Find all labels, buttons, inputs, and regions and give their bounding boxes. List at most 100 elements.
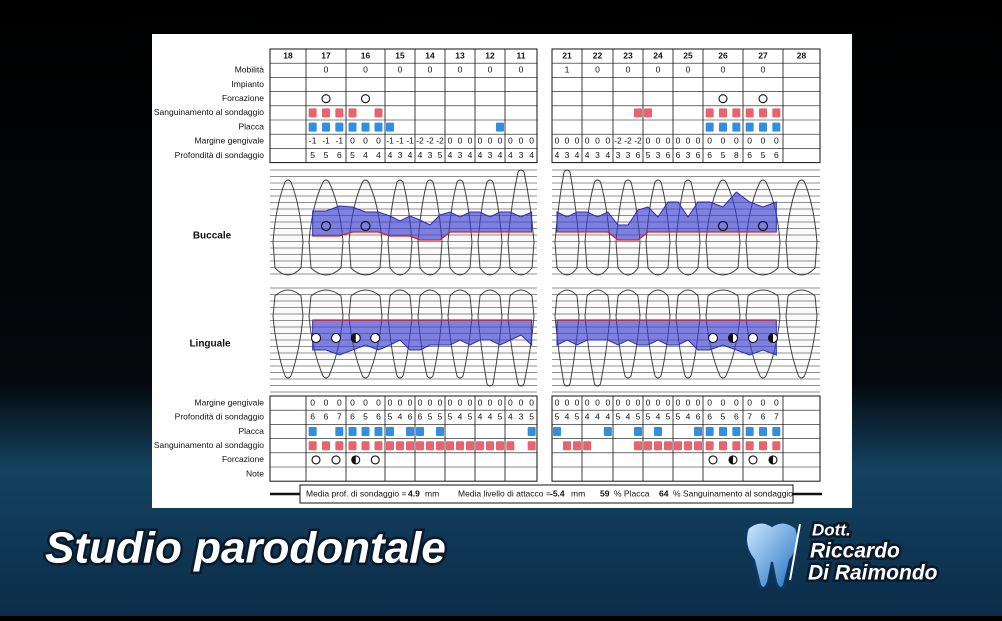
- site-value: 5: [646, 150, 651, 160]
- site-value: 0: [418, 397, 423, 407]
- site-value: 4: [458, 412, 463, 422]
- site-square: [416, 441, 424, 451]
- site-value: 0: [747, 397, 752, 407]
- site-square: [634, 427, 642, 436]
- site-square: [705, 441, 714, 451]
- site-square: [573, 441, 581, 451]
- site-value: 4: [478, 150, 483, 160]
- tooth-number: 13: [455, 50, 465, 60]
- furcation-mark: [708, 455, 718, 465]
- site-value: 5: [529, 412, 534, 422]
- site-value: 0: [656, 136, 661, 146]
- site-square: [486, 441, 494, 451]
- site-square: [322, 441, 330, 451]
- cell-value: 0: [428, 65, 433, 75]
- site-square: [772, 122, 781, 132]
- site-square: [436, 441, 444, 451]
- footer-doctor: Di Raimondo: [808, 562, 938, 585]
- summary-text: 4.9: [408, 488, 420, 498]
- row-label: Profondità di sondaggio: [175, 412, 265, 422]
- site-value: 4: [418, 150, 423, 160]
- summary-text: -5.4: [550, 488, 565, 498]
- site-value: 6: [350, 412, 355, 422]
- row-label: Forcazione: [222, 454, 264, 464]
- site-square: [772, 441, 781, 451]
- site-square: [308, 427, 317, 436]
- site-value: 6: [747, 150, 752, 160]
- site-value: 4: [508, 150, 513, 160]
- site-value: 5: [721, 412, 726, 422]
- cell-value: 0: [458, 65, 463, 75]
- site-square: [719, 441, 727, 451]
- site-value: 4: [605, 150, 610, 160]
- site-value: 0: [468, 397, 473, 407]
- site-value: 6: [696, 412, 701, 422]
- footer-title: Studio parodontale: [45, 524, 446, 573]
- site-square: [705, 108, 714, 118]
- gingival-margin: [312, 231, 532, 241]
- site-square: [732, 122, 741, 132]
- site-value: -1: [396, 136, 404, 146]
- site-square: [654, 427, 662, 436]
- site-value: 6: [376, 412, 381, 422]
- site-square: [634, 108, 642, 118]
- furcation-mark: [331, 455, 341, 465]
- tooth: [785, 179, 818, 276]
- site-square: [335, 427, 344, 436]
- tooth-number: 11: [517, 50, 526, 60]
- site-value: 0: [519, 136, 524, 146]
- site-square: [361, 441, 370, 451]
- site-value: 6: [408, 412, 413, 422]
- site-value: 0: [734, 136, 739, 146]
- tooth-number: 17: [321, 50, 331, 60]
- site-value: 4: [565, 412, 570, 422]
- site-square: [348, 108, 357, 118]
- site-square: [322, 108, 330, 118]
- site-value: 7: [747, 412, 752, 422]
- site-value: 0: [458, 397, 463, 407]
- site-value: 4: [408, 150, 413, 160]
- site-value: -1: [322, 136, 330, 146]
- furcation-symbol: [321, 94, 331, 104]
- row-label: Margine gengivale: [195, 136, 265, 146]
- site-square: [335, 108, 344, 118]
- site-value: -1: [386, 136, 394, 146]
- site-value: 4: [686, 412, 691, 422]
- site-value: 4: [488, 412, 493, 422]
- site-square: [308, 122, 317, 132]
- tooth-number: 24: [653, 50, 663, 60]
- site-value: -2: [416, 136, 424, 146]
- tooth-number: 12: [485, 50, 495, 60]
- site-square: [466, 441, 474, 451]
- furcation-half: [351, 455, 356, 464]
- site-value: 6: [707, 412, 712, 422]
- site-square: [719, 108, 727, 118]
- site-value: 4: [585, 150, 590, 160]
- site-value: 7: [337, 412, 342, 422]
- cell-value: 0: [363, 65, 368, 75]
- row-label: Sanguinamento al sondaggio: [154, 440, 264, 450]
- site-value: 0: [398, 397, 403, 407]
- site-value: 3: [519, 150, 524, 160]
- site-square: [664, 441, 672, 451]
- site-square: [308, 108, 317, 118]
- site-value: 0: [605, 136, 610, 146]
- site-value: 0: [575, 397, 580, 407]
- cell-value: 0: [656, 65, 661, 75]
- site-square: [705, 122, 714, 132]
- site-value: 3: [458, 150, 463, 160]
- site-value: 0: [310, 397, 315, 407]
- site-square: [772, 108, 781, 118]
- cell-value: 0: [398, 65, 403, 75]
- site-value: 4: [656, 412, 661, 422]
- site-value: 0: [666, 136, 671, 146]
- site-square: [416, 427, 424, 436]
- site-value: 4: [529, 150, 534, 160]
- site-square: [527, 427, 536, 436]
- site-square: [654, 441, 662, 451]
- site-value: 0: [605, 397, 610, 407]
- summary-text: % Placca: [614, 488, 650, 498]
- cell-value: 0: [488, 65, 493, 75]
- site-value: 5: [676, 412, 681, 422]
- site-value: 0: [761, 136, 766, 146]
